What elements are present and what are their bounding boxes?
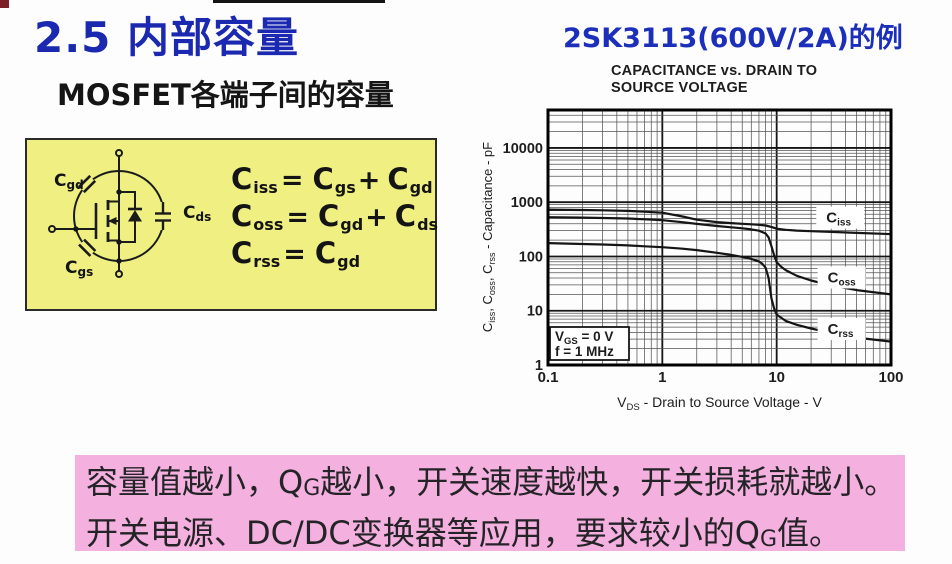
page-title: 2.5 内部容量	[34, 13, 300, 62]
note-line-2: 开关电源、DC/DC变换器等应用，要求较小的QG值。	[86, 514, 842, 552]
diode-triangle	[128, 210, 142, 222]
crss-curve	[546, 242, 893, 343]
ciss-label-box	[816, 206, 865, 229]
coss-curve	[546, 216, 893, 296]
cds-capacitor-icon	[155, 202, 171, 230]
ciss-label: Ciss	[826, 210, 851, 229]
chart-title-line-1: CAPACITANCE vs. DRAIN TO	[611, 63, 817, 79]
formula-coss: Coss = Cgd+ Cds	[231, 199, 439, 234]
source-terminal	[115, 270, 123, 278]
cgs-label: Cgs	[65, 258, 94, 279]
conditions-box	[549, 326, 630, 361]
y-tick-1: 1	[535, 358, 543, 374]
capacitance-definition-panel: Cgd Cgs Cds Ciss = Cgs+ Cgd Coss = Cgd+ Cds Cr…	[25, 138, 438, 311]
y-tick-1000: 1000	[511, 195, 543, 211]
mosfet-capacitance-diagram	[48, 149, 171, 278]
drain-terminal	[115, 149, 123, 157]
coss-label: Coss	[828, 269, 857, 288]
x-tick-10: 10	[768, 369, 785, 386]
coss-label-box	[817, 266, 866, 289]
formula-crss: Crss = Cgd	[231, 236, 361, 271]
cgd-capacitor-icon	[77, 174, 97, 194]
section-subtitle: MOSFET各端子间的容量	[57, 78, 394, 112]
chart-title-line-2: SOURCE VOLTAGE	[611, 80, 748, 96]
cgd-label: Cgd	[54, 171, 84, 192]
crss-label: Crss	[828, 321, 854, 340]
x-tick-100: 100	[878, 369, 903, 386]
gate-terminal	[48, 225, 56, 233]
ciss-curve	[546, 208, 893, 236]
formula-ciss: Ciss = Cgs+ Cgd	[231, 162, 433, 197]
device-example-label: 2SK3113(600V/2A)的例	[563, 23, 903, 54]
note-line-1: 容量值越小，QG越小，开关速度越快，开关损耗就越小。	[86, 463, 897, 501]
cds-label: Cds	[183, 203, 212, 224]
x-axis-title: VDS - Drain to Source Voltage - V	[617, 394, 822, 413]
cgs-capacitor-icon	[78, 238, 97, 257]
x-tick-0.1: 0.1	[538, 369, 559, 386]
y-tick-100: 100	[519, 249, 543, 265]
y-tick-10000: 10000	[503, 141, 543, 157]
body-arrow	[108, 217, 117, 225]
y-axis-title: Ciss, Coss, Crss - Capacitance - pF	[480, 142, 497, 332]
plot-frame	[546, 108, 893, 367]
y-tick-10: 10	[527, 304, 543, 320]
conditions-line-2: f = 1 MHz	[555, 344, 614, 359]
conditions-line-1: VGS = 0 V	[555, 329, 613, 347]
top-border-artifact	[213, 0, 385, 3]
x-tick-1: 1	[658, 369, 666, 386]
body-diode	[119, 191, 142, 243]
summary-note: 容量值越小，QG越小，开关速度越快，开关损耗就越小。 开关电源、DC/DC变换器…	[75, 455, 905, 552]
capacitance-formulas: Ciss = Cgs+ Cgd Coss = Cgd+ Cds Crss = Cgd	[231, 162, 438, 273]
crss-label-box	[817, 318, 866, 341]
corner-artifact	[0, 0, 9, 8]
